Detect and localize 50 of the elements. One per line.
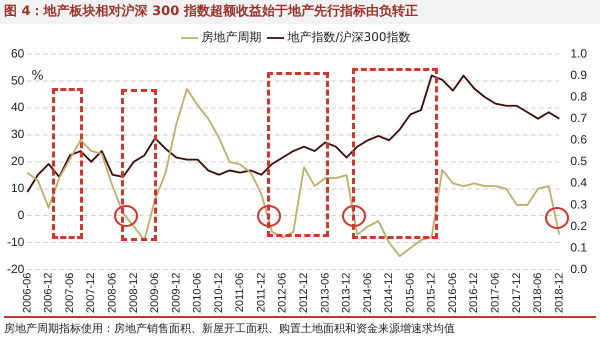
y-tick-label: 0 xyxy=(18,208,25,222)
x-tick-label: 2013-12 xyxy=(340,272,353,314)
x-tick-label: 2007-06 xyxy=(64,272,76,314)
x-tick-label: 2015-06 xyxy=(404,272,416,314)
x-tick-label: 2008-12 xyxy=(128,272,140,314)
y2-tick-label: 0.2 xyxy=(570,218,588,233)
x-tick-label: 2016-12 xyxy=(468,272,480,314)
y2-tick-label: 0.7 xyxy=(570,111,588,125)
x-tick-label: 2006-06 xyxy=(21,272,34,314)
y2-tick-label: 0.4 xyxy=(570,176,588,190)
x-tick-label: 2012-12 xyxy=(298,272,310,314)
legend-label: 房地产周期 xyxy=(202,30,262,44)
y2-tick-label: 0.1 xyxy=(570,240,588,254)
chart-title: 图 4：地产板块相对沪深 300 指数超额收益始于地产先行指标由负转正 xyxy=(0,0,600,24)
x-tick-label: 2011-12 xyxy=(255,272,268,312)
x-tick-label: 2008-06 xyxy=(106,272,118,314)
legend-label: 地产指数/沪深300指数 xyxy=(286,30,410,44)
y2-tick-label: 0.9 xyxy=(570,68,588,82)
x-tick-label: 2018-06 xyxy=(532,272,544,314)
text: 房地产周期指标使用：房地产销售面积、新屋开工面积、购置土地面积和资金来源增速求均值 xyxy=(4,316,596,336)
y-tick-label: -10 xyxy=(7,234,25,249)
y-tick-label: 60 xyxy=(10,46,25,60)
x-tick-label: 2011-06 xyxy=(234,272,246,312)
y2-tick-label: 0.0 xyxy=(570,262,588,276)
x-tick-label: 2017-12 xyxy=(510,272,523,314)
y2-tick-label: 0.6 xyxy=(570,132,588,147)
y-tick-label: 50 xyxy=(10,73,25,88)
x-tick-label: 2015-12 xyxy=(426,272,438,314)
x-tick-label: 2010-12 xyxy=(212,272,225,314)
y-tick-label: 20 xyxy=(10,154,25,168)
x-tick-label: 2010-06 xyxy=(192,272,204,314)
x-tick-label: 2009-12 xyxy=(170,272,182,314)
x-tick-label: 2006-12 xyxy=(42,272,55,314)
y-tick-label: 40 xyxy=(10,100,25,114)
y2-tick-label: 0.5 xyxy=(570,154,588,168)
x-tick-label: 2013-06 xyxy=(319,272,332,314)
x-tick-label: 2017-06 xyxy=(490,272,502,314)
x-tick-label: 2007-12 xyxy=(85,272,98,314)
x-tick-label: 2016-06 xyxy=(446,272,459,314)
x-tick-label: 2014-12 xyxy=(383,272,396,314)
y2-tick-label: 1.0 xyxy=(570,46,588,60)
y2-tick-label: 0.3 xyxy=(570,197,588,212)
y-tick-label: 30 xyxy=(10,127,25,142)
x-tick-label: 2014-06 xyxy=(362,272,374,314)
x-tick-label: 2018-12 xyxy=(553,272,566,314)
y2-tick-label: 0.8 xyxy=(570,89,588,104)
x-tick-label: 2012-06 xyxy=(276,272,289,314)
y-axis-title: % xyxy=(31,68,44,84)
x-tick-label: 2009-06 xyxy=(149,272,162,314)
y-tick-label: 10 xyxy=(10,181,25,196)
